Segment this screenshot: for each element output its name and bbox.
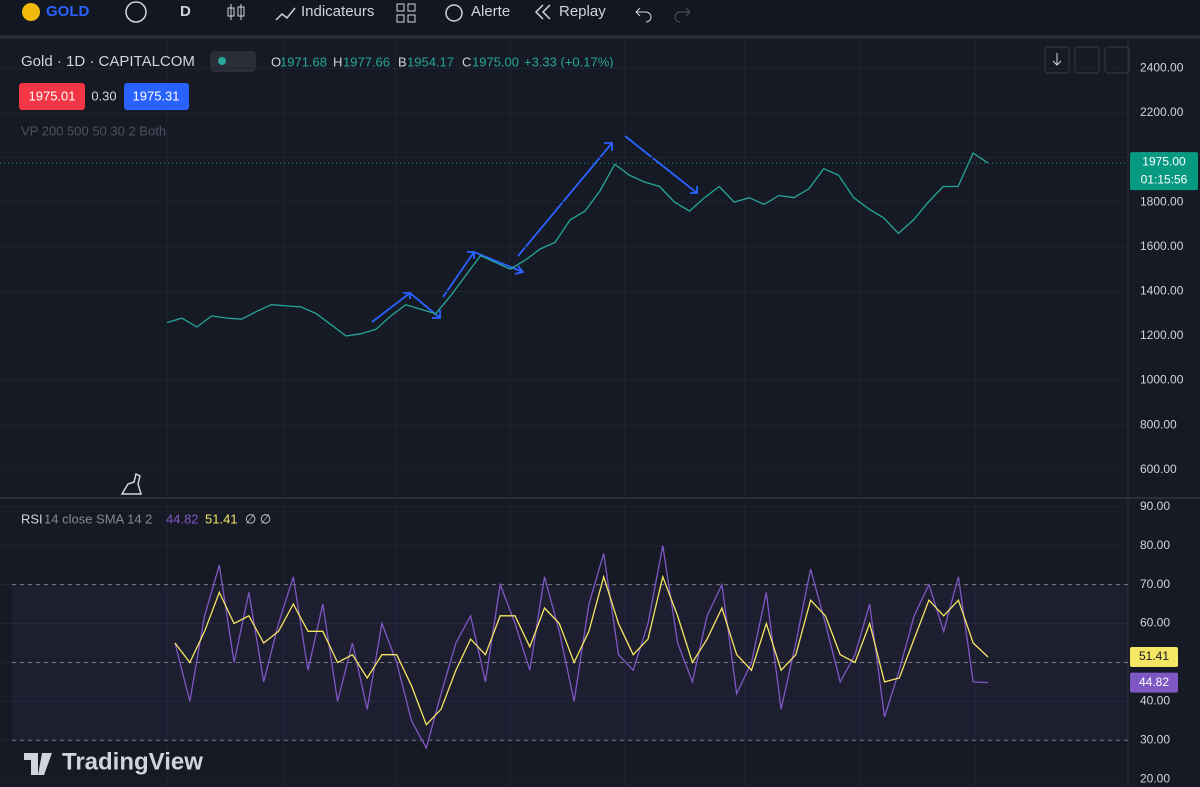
- redo[interactable]: [674, 7, 691, 23]
- y-tick-label: 20.00: [1140, 771, 1170, 785]
- status-badge: [210, 51, 256, 72]
- chart-title: Gold · 1D · CAPITALCOM: [21, 53, 195, 70]
- change: +3.33 (+0.17%): [524, 54, 614, 69]
- high-label: H: [333, 54, 342, 69]
- value-tag: [1130, 672, 1178, 693]
- dino-icon: [120, 472, 143, 495]
- rsi-name: RSI: [21, 511, 43, 526]
- layouts[interactable]: [396, 3, 416, 23]
- ask[interactable]: 1975.31: [133, 88, 180, 103]
- rsi-extra: ∅ ∅: [245, 511, 271, 526]
- y-tick-label: 90.00: [1140, 499, 1170, 513]
- series-line: [174, 574, 989, 726]
- y-tick-label: 1000.00: [1140, 373, 1184, 387]
- y-tick-label: 2200.00: [1140, 105, 1184, 119]
- low-value: 1954.17: [407, 54, 454, 69]
- trend-drawings[interactable]: [371, 135, 698, 323]
- alert-icon[interactable]: [445, 4, 463, 22]
- close-label: C: [462, 54, 471, 69]
- rsi-params: 14 close SMA 14 2: [44, 511, 152, 526]
- y-tick-label: 1200.00: [1140, 328, 1184, 342]
- add-symbol[interactable]: [125, 1, 147, 23]
- close-value: 1975.00: [472, 54, 519, 69]
- indicators[interactable]: Indicateurs: [301, 3, 374, 20]
- indicators-icon[interactable]: [275, 7, 296, 21]
- volume-profile: VP 200 500 50 30 2 Both: [21, 123, 166, 138]
- rsi-value: 44.82: [166, 511, 199, 526]
- value-tag-label: 44.82: [1139, 675, 1169, 689]
- alert[interactable]: Alerte: [471, 3, 510, 20]
- bid[interactable]: 1975.01: [29, 88, 76, 103]
- interval[interactable]: D: [180, 3, 191, 20]
- plot-area: 600.00 800.00 1000.00 1200.00 1400.00 1600.00…: [0, 60, 1184, 785]
- value-tag: [1130, 646, 1178, 667]
- symbol-button[interactable]: GOLD: [22, 3, 89, 21]
- y-tick-label: 80.00: [1140, 538, 1170, 552]
- low-label: B: [398, 54, 407, 69]
- brand: TradingView: [62, 748, 203, 775]
- market-open: [218, 57, 226, 65]
- bid-box[interactable]: [19, 83, 85, 110]
- toolbar: [0, 0, 1200, 36]
- high-value: 1977.66: [343, 54, 390, 69]
- open-value: 1971.68: [280, 54, 327, 69]
- series-line: [174, 545, 989, 750]
- last-price: 1975.00: [1142, 154, 1186, 168]
- y-tick-label: 600.00: [1140, 462, 1177, 476]
- y-tick-label: 40.00: [1140, 694, 1170, 708]
- right-controls[interactable]: [1044, 46, 1130, 74]
- y-tick-label: 30.00: [1140, 732, 1170, 746]
- y-tick-label: 1400.00: [1140, 284, 1184, 298]
- value-tag-label: 51.41: [1139, 649, 1169, 663]
- chart-type[interactable]: [227, 4, 245, 20]
- y-tick-label: 60.00: [1140, 616, 1170, 630]
- undo[interactable]: [635, 7, 652, 23]
- y-tick-label: 1600.00: [1140, 239, 1184, 253]
- open-label: O: [271, 54, 281, 69]
- brand-logo: [24, 753, 52, 775]
- spread: 0.30: [91, 88, 116, 103]
- sma-value: 51.41: [205, 511, 238, 526]
- symbol[interactable]: GOLD: [46, 3, 89, 20]
- y-tick-label: 800.00: [1140, 417, 1177, 431]
- price-tag: [1130, 152, 1198, 191]
- y-tick-label: 1800.00: [1140, 194, 1184, 208]
- y-tick-label: 2400.00: [1140, 60, 1184, 74]
- replay-icon[interactable]: [534, 4, 551, 20]
- ask-box[interactable]: [124, 83, 189, 110]
- replay[interactable]: Replay: [559, 3, 606, 20]
- y-tick-label: 70.00: [1140, 577, 1170, 591]
- countdown: 01:15:56: [1141, 172, 1188, 186]
- series-line: [166, 152, 989, 337]
